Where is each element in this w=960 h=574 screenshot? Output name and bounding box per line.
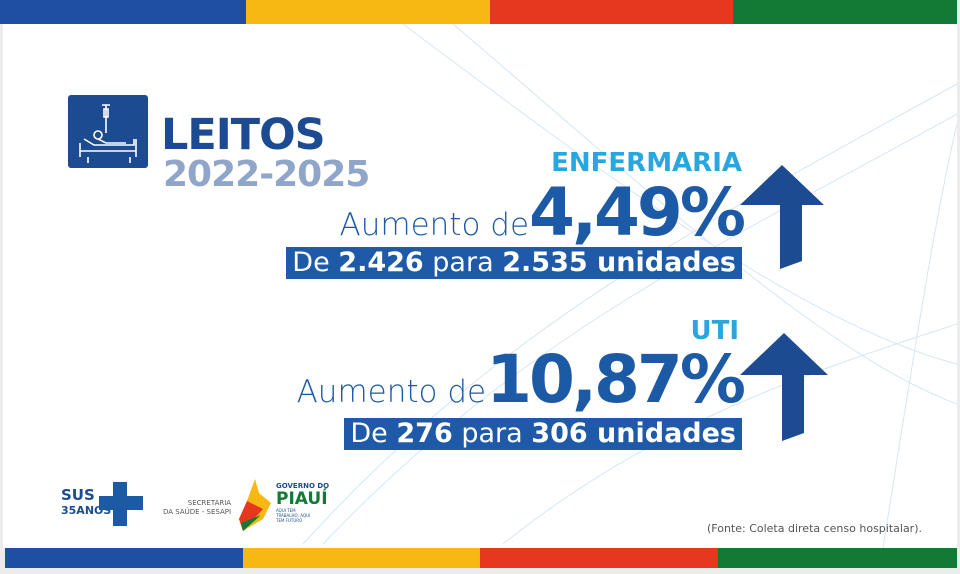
gov-line3: AQUI TEM TRABALHO, AQUI TEM FUTURO [276, 508, 311, 523]
arrow-up-icon [740, 333, 828, 441]
to-value: 306 unidades [531, 418, 736, 449]
to-label: para [461, 418, 523, 449]
page-title: LEITOS [161, 110, 326, 160]
uti-range: De 276 para 306 unidades [344, 418, 742, 450]
from-value: 2.426 [338, 247, 424, 278]
from-label: De [292, 247, 330, 278]
arrow-up-icon [740, 165, 824, 269]
enfermaria-percent: 4,49% [529, 174, 746, 251]
uti-label: UTI [690, 316, 739, 346]
secretaria-line2: DA SAÚDE - SESAPI [163, 508, 232, 516]
enfermaria-prefix: Aumento de [339, 207, 530, 243]
enfermaria-range: De 2.426 para 2.535 unidades [286, 247, 742, 279]
piaui-map-icon [239, 479, 271, 531]
secretaria-line1: SECRETARIA [187, 499, 232, 507]
from-value: 276 [396, 418, 453, 449]
enfermaria-headline: Aumento de 4,49% [339, 174, 746, 251]
page-years: 2022-2025 [163, 154, 370, 195]
background-waves [302, 24, 957, 548]
uti-prefix: Aumento de [296, 374, 487, 410]
hospital-bed-icon [68, 95, 148, 168]
gov-line2: PIAUÍ [276, 489, 328, 509]
bottom-bar-green [718, 548, 957, 568]
bottom-bar-red [480, 548, 718, 568]
gov-line1: GOVERNO DO [276, 482, 330, 490]
secretaria-logo: SECRETARIA DA SAÚDE - SESAPI [163, 499, 231, 517]
enfermaria-label: ENFERMARIA [551, 148, 742, 178]
uti-percent: 10,87% [486, 341, 746, 418]
to-label: para [432, 247, 494, 278]
uti-headline: Aumento de 10,87% [296, 341, 746, 418]
source-note: (Fonte: Coleta direta censo hospitalar). [706, 522, 922, 535]
bottom-bar-blue [5, 548, 243, 568]
sus-logo: SUS 35ANOS [61, 482, 143, 526]
governo-logo: GOVERNO DO PIAUÍ AQUI TEM TRABALHO, AQUI… [276, 482, 329, 523]
sus-text: SUS [61, 486, 95, 504]
top-bar-blue [0, 0, 246, 24]
cross-icon-bar [99, 496, 143, 510]
top-bar-green [733, 0, 957, 24]
infographic-card: LEITOS 2022-2025 ENFERMARIA Aumento de 4… [3, 24, 957, 548]
top-bar-yellow [246, 0, 490, 24]
from-label: De [350, 418, 388, 449]
to-value: 2.535 unidades [502, 247, 736, 278]
sus-years: 35ANOS [61, 504, 112, 517]
top-bar-red [490, 0, 733, 24]
bottom-bar-yellow [243, 548, 480, 568]
